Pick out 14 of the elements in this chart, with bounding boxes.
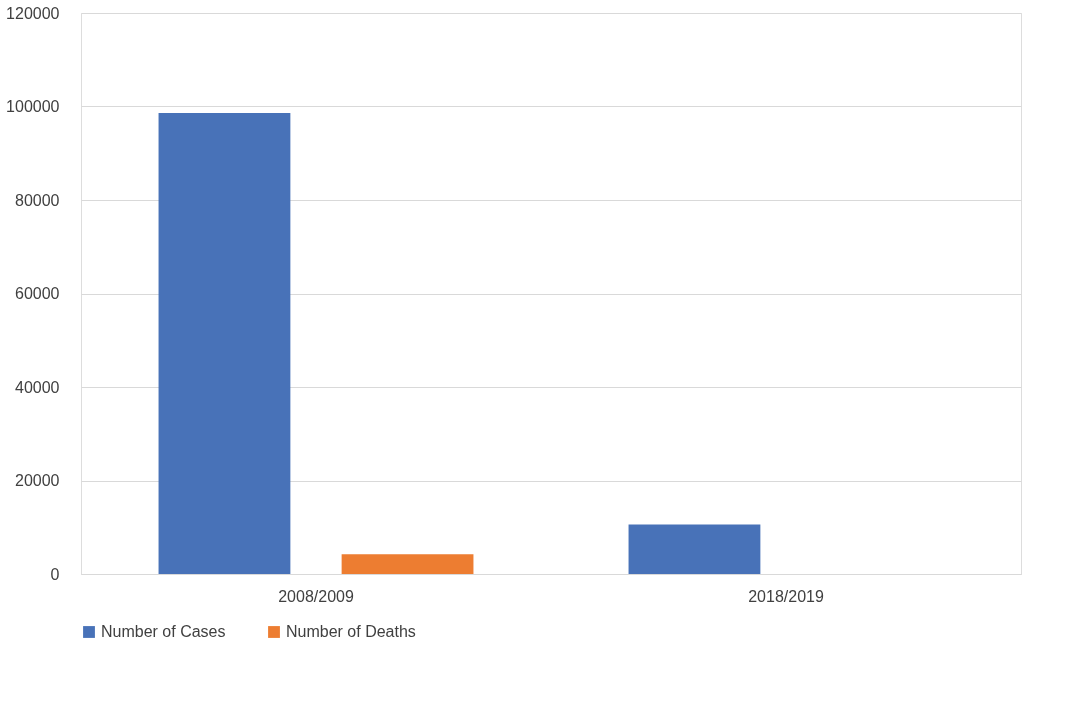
bar <box>341 554 474 574</box>
y-tick-label: 120000 <box>6 4 60 22</box>
y-tick-label: 20000 <box>15 472 60 489</box>
bar <box>158 113 291 574</box>
y-tick-label: 100000 <box>6 98 60 115</box>
bar <box>628 524 761 574</box>
legend-label: Number of Deaths <box>286 623 416 640</box>
y-tick-label: 80000 <box>15 191 60 209</box>
y-tick-label: 0 <box>50 565 60 583</box>
x-tick-label: 2018/2019 <box>748 587 824 605</box>
x-tick-label: 2008/2009 <box>278 587 354 605</box>
legend-label: Number of Cases <box>101 623 226 640</box>
y-tick-label: 60000 <box>15 285 60 302</box>
y-tick-label: 40000 <box>15 378 60 396</box>
